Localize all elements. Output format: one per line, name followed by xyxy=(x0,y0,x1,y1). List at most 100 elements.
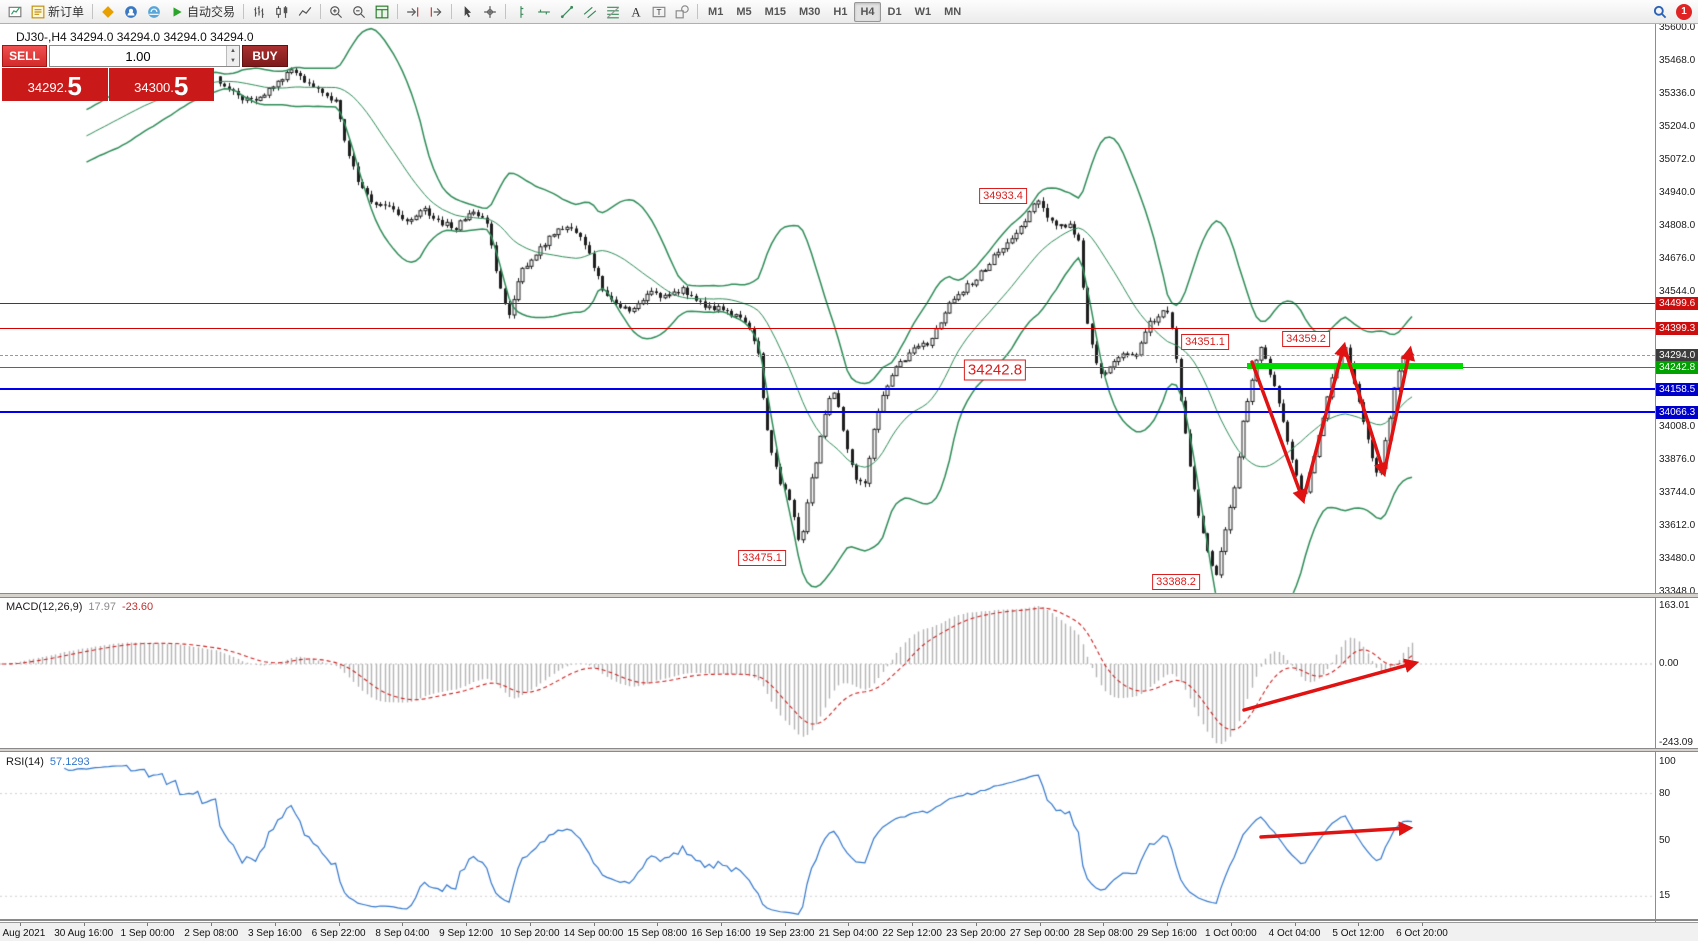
crosshair-button[interactable] xyxy=(479,2,501,22)
horizontal-line-34158.5[interactable] xyxy=(0,388,1655,390)
profile-button[interactable] xyxy=(120,2,142,22)
community-button[interactable] xyxy=(143,2,165,22)
toolbar-separator xyxy=(243,4,245,19)
time-tick xyxy=(1422,923,1423,926)
price-tick-34008.0: 34008.0 xyxy=(1659,420,1696,432)
horizontal-line-34399.3[interactable] xyxy=(0,328,1655,330)
volume-input[interactable] xyxy=(50,46,226,66)
price-tick-34808.0: 34808.0 xyxy=(1659,220,1696,232)
sell-price-display[interactable]: 34292. 5 xyxy=(2,68,108,101)
price-badge-34499.6: 34499.6 xyxy=(1656,297,1698,311)
chart-shift-button[interactable] xyxy=(425,2,447,22)
panel-divider[interactable] xyxy=(0,593,1698,598)
hline-button[interactable] xyxy=(533,2,555,22)
volume-box: ▲ ▼ xyxy=(49,45,240,67)
autotrade-button[interactable]: 自动交易 xyxy=(166,2,239,22)
price-tick-34676.0: 34676.0 xyxy=(1659,253,1696,265)
timeframe-w1-button[interactable]: W1 xyxy=(909,2,938,22)
buy-price-pip: 5 xyxy=(173,71,189,101)
rsi-tick-15: 15 xyxy=(1659,890,1671,902)
price-tick-33744.0: 33744.0 xyxy=(1659,486,1696,498)
price-tick-34544.0: 34544.0 xyxy=(1659,286,1696,298)
vline-button[interactable] xyxy=(510,2,532,22)
new-chart-button[interactable] xyxy=(4,2,26,22)
time-label: 1 Sep 00:00 xyxy=(120,928,175,939)
channel-button[interactable] xyxy=(579,2,601,22)
cursor-button[interactable] xyxy=(456,2,478,22)
new-order-icon xyxy=(31,5,45,18)
symbol-ohlc-label: DJ30-,H4 34294.0 34294.0 34294.0 34294.0 xyxy=(16,30,254,44)
timeframe-m1-button[interactable]: M1 xyxy=(702,2,729,22)
label-icon: T xyxy=(652,6,666,17)
shapes-button[interactable] xyxy=(671,2,693,22)
zoom-in-button[interactable] xyxy=(325,2,347,22)
trendline-button[interactable] xyxy=(556,2,578,22)
time-label: 7 Aug 2021 xyxy=(0,928,46,939)
rsi-tick-80: 80 xyxy=(1659,787,1671,799)
horizontal-line-34499.6[interactable] xyxy=(0,303,1655,305)
notification-badge[interactable]: 1 xyxy=(1676,3,1692,20)
price-axis[interactable] xyxy=(1655,24,1698,922)
horizontal-line-34066.3[interactable] xyxy=(0,411,1655,414)
autoscroll-button[interactable] xyxy=(402,2,424,22)
new-order-button[interactable]: 新订单 xyxy=(27,2,88,22)
rsi-name: RSI(14) xyxy=(6,756,44,768)
price-callout-33475.1[interactable]: 33475.1 xyxy=(738,550,786,566)
market-icon xyxy=(102,5,114,18)
text-button[interactable]: A xyxy=(625,2,647,22)
price-tick-33876.0: 33876.0 xyxy=(1659,453,1696,465)
time-label: 19 Sep 23:00 xyxy=(754,928,815,939)
line-chart-button[interactable] xyxy=(294,2,316,22)
timeframe-m30-button[interactable]: M30 xyxy=(793,2,826,22)
rsi-value: 57.1293 xyxy=(49,756,90,768)
zoom-out-button[interactable] xyxy=(348,2,370,22)
timeframe-m15-button[interactable]: M15 xyxy=(759,2,792,22)
profile-icon xyxy=(125,5,137,18)
price-tick-33612.0: 33612.0 xyxy=(1659,519,1696,531)
bars-button[interactable] xyxy=(248,2,270,22)
panel-divider[interactable] xyxy=(0,919,1698,921)
price-tick-35468.0: 35468.0 xyxy=(1659,55,1696,67)
time-axis[interactable]: 7 Aug 2021 30 Aug 16:00 1 Sep 00:00 2 Sep 0… xyxy=(0,922,1698,941)
time-tick xyxy=(466,923,468,926)
buy-price-main: 34300. xyxy=(134,80,174,95)
buy-button[interactable]: BUY xyxy=(242,45,288,67)
fibonacci-button[interactable] xyxy=(602,2,624,22)
timeframe-mn-button[interactable]: MN xyxy=(938,2,967,22)
tile-windows-button[interactable] xyxy=(371,2,393,22)
panel-divider[interactable] xyxy=(0,748,1698,752)
time-label: 3 Sep 16:00 xyxy=(247,928,302,939)
horizontal-line-34242.8[interactable] xyxy=(0,367,1655,369)
price-badge-34066.3: 34066.3 xyxy=(1656,405,1698,419)
time-tick xyxy=(1358,923,1360,926)
price-callout-33388.2[interactable]: 33388.2 xyxy=(1152,574,1200,590)
price-callout-34359.2[interactable]: 34359.2 xyxy=(1282,331,1330,347)
zoom-out-icon xyxy=(353,5,366,18)
buy-price-display[interactable]: 34300. 5 xyxy=(108,68,214,101)
support-level-segment[interactable] xyxy=(1247,363,1463,370)
timeframe-h1-button[interactable]: H1 xyxy=(827,2,853,22)
timeframe-m5-button[interactable]: M5 xyxy=(730,2,757,22)
time-label: 9 Sep 12:00 xyxy=(439,928,494,939)
search-icon[interactable] xyxy=(1649,2,1671,22)
channel-icon xyxy=(583,6,597,18)
price-badge-34242.8: 34242.8 xyxy=(1656,361,1698,375)
toolbar-separator xyxy=(505,4,507,19)
cursor-icon xyxy=(464,5,472,17)
timeframe-d1-button[interactable]: D1 xyxy=(882,2,908,22)
horizontal-line-34294[interactable] xyxy=(0,354,1655,356)
price-callout-34351.1[interactable]: 34351.1 xyxy=(1181,334,1229,350)
macd-label: MACD(12,26,9) 17.97 -23.60 xyxy=(6,601,153,613)
price-callout-34933.4[interactable]: 34933.4 xyxy=(979,188,1027,204)
time-tick xyxy=(721,923,722,926)
sell-button[interactable]: SELL xyxy=(2,45,47,67)
label-button[interactable]: T xyxy=(648,2,670,22)
market-button[interactable] xyxy=(97,2,119,22)
price-callout-34242.8[interactable]: 34242.8 xyxy=(963,359,1027,381)
volume-up-button[interactable]: ▲ xyxy=(227,46,239,56)
price-tick-34940.0: 34940.0 xyxy=(1659,187,1696,199)
volume-down-button[interactable]: ▼ xyxy=(227,56,239,66)
candles-button[interactable] xyxy=(271,2,293,22)
timeframe-h4-button[interactable]: H4 xyxy=(854,1,881,22)
